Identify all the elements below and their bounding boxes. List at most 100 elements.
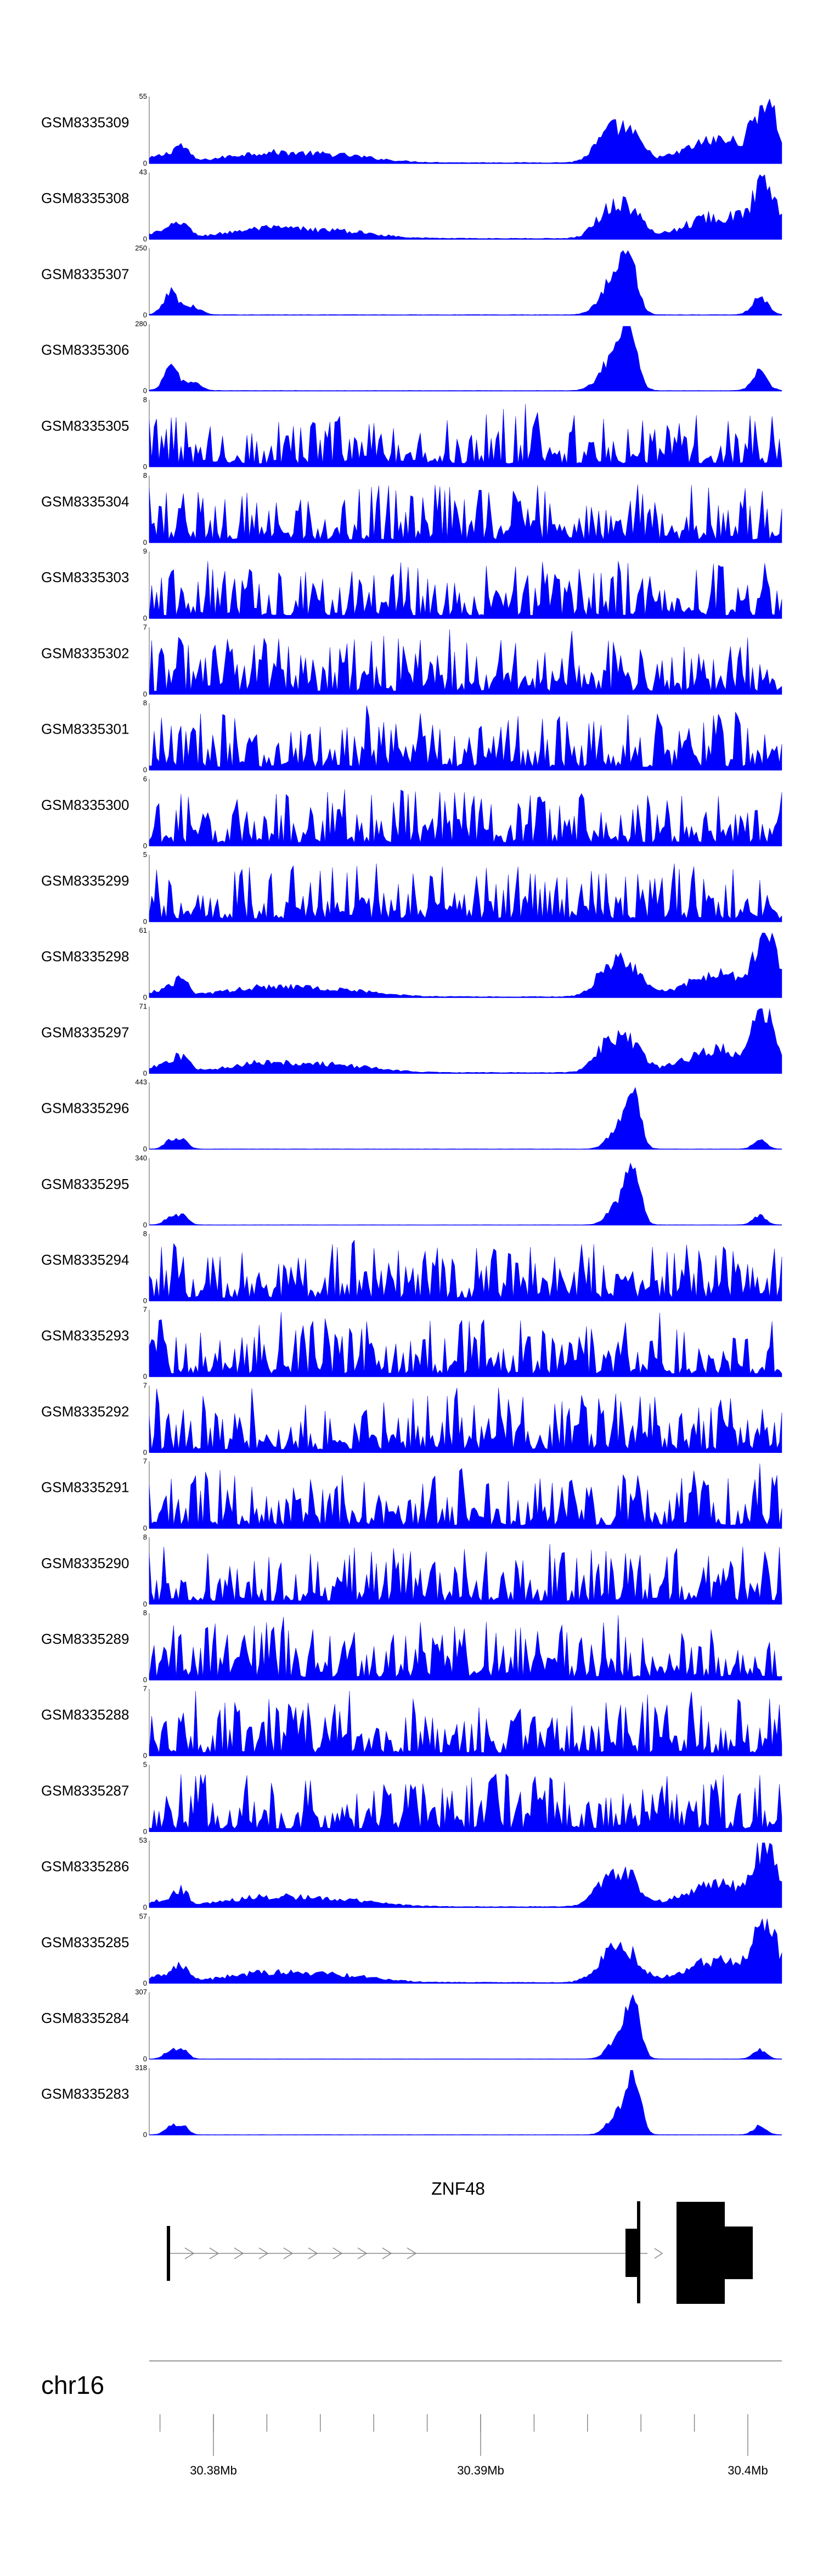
signal-track: GSM8335301 8 0 xyxy=(41,699,782,774)
track-ymax-label: 7 xyxy=(143,1305,147,1314)
track-ymax-label: 5 xyxy=(143,1760,147,1768)
coverage-area xyxy=(149,629,782,695)
gene-exon xyxy=(625,2229,638,2277)
track-ymin-label: 0 xyxy=(143,1751,147,1760)
track-ymin-label: 0 xyxy=(143,235,147,243)
coverage-area xyxy=(149,174,782,240)
track-ymin-label: 0 xyxy=(143,2055,147,2063)
gene-exon xyxy=(724,2226,753,2279)
signal-track: GSM8335303 9 0 xyxy=(41,547,782,622)
track-ymin-label: 0 xyxy=(143,387,147,395)
track-ymin-label: 0 xyxy=(143,1145,147,1153)
signal-track: GSM8335285 57 0 xyxy=(41,1912,782,1987)
track-ymax-label: 8 xyxy=(143,471,147,480)
signal-track: GSM8335309 55 0 xyxy=(41,92,782,167)
genomic-coordinate-axis: chr16 30.38Mb 30.39Mb 30.4Mb xyxy=(41,2360,782,2477)
track-ymin-label: 0 xyxy=(143,311,147,319)
signal-track: GSM8335292 7 0 xyxy=(41,1381,782,1456)
track-label: GSM8335283 xyxy=(41,2085,129,2102)
track-ymin-label: 0 xyxy=(143,1979,147,1987)
track-ymin-label: 0 xyxy=(143,463,147,471)
coverage-area xyxy=(149,1543,782,1605)
track-ymin-label: 0 xyxy=(143,1903,147,1912)
track-label: GSM8335297 xyxy=(41,1024,129,1040)
track-label: GSM8335299 xyxy=(41,872,129,889)
track-label: GSM8335304 xyxy=(41,493,129,510)
track-ymin-label: 0 xyxy=(143,1372,147,1380)
strand-arrow-icon xyxy=(283,2247,294,2259)
coverage-area xyxy=(149,932,782,998)
signal-track: GSM8335284 307 0 xyxy=(41,1988,782,2063)
coverage-area xyxy=(149,250,782,315)
axis-tick-label: 30.4Mb xyxy=(728,2464,768,2477)
track-ymax-label: 6 xyxy=(143,775,147,783)
gene-exon xyxy=(637,2201,640,2303)
coverage-area xyxy=(149,1312,782,1377)
strand-arrow-icon xyxy=(209,2247,219,2259)
signal-track: GSM8335305 8 0 xyxy=(41,396,782,471)
signal-track: GSM8335296 443 0 xyxy=(41,1078,782,1153)
track-ymax-label: 340 xyxy=(135,1154,147,1162)
signal-track: GSM8335299 5 0 xyxy=(41,850,782,926)
track-ymax-label: 7 xyxy=(143,1381,147,1389)
track-label: GSM8335293 xyxy=(41,1327,129,1344)
track-label: GSM8335286 xyxy=(41,1858,129,1875)
track-ymax-label: 8 xyxy=(143,396,147,404)
track-label: GSM8335291 xyxy=(41,1479,129,1496)
chromosome-label: chr16 xyxy=(41,2371,104,2399)
track-ymin-label: 0 xyxy=(143,1448,147,1456)
track-ymax-label: 61 xyxy=(139,926,147,934)
signal-track: GSM8335288 7 0 xyxy=(41,1684,782,1760)
track-ymax-label: 8 xyxy=(143,699,147,707)
gene-exon xyxy=(167,2226,170,2281)
signal-tracks: GSM8335309550GSM8335308430GSM83353072500… xyxy=(41,92,782,2139)
coverage-area xyxy=(149,1008,782,1074)
track-ymax-label: 7 xyxy=(143,623,147,631)
track-label: GSM8335292 xyxy=(41,1403,129,1419)
signal-track: GSM8335297 71 0 xyxy=(41,1002,782,1077)
track-ymin-label: 0 xyxy=(143,690,147,698)
strand-arrow-icon xyxy=(357,2247,368,2259)
track-ymin-label: 0 xyxy=(143,159,147,167)
track-ymin-label: 0 xyxy=(143,993,147,1001)
track-ymax-label: 9 xyxy=(143,547,147,555)
track-ymin-label: 0 xyxy=(143,538,147,546)
track-label: GSM8335300 xyxy=(41,797,129,813)
strand-arrow-icon xyxy=(258,2247,269,2259)
track-label: GSM8335301 xyxy=(41,721,129,737)
strand-arrow-icon xyxy=(407,2247,417,2259)
gene-name-label: ZNF48 xyxy=(431,2179,485,2199)
track-label: GSM8335296 xyxy=(41,1100,129,1117)
signal-track: GSM8335295 340 0 xyxy=(41,1154,782,1229)
signal-track: GSM8335308 43 0 xyxy=(41,168,782,243)
coverage-area xyxy=(149,561,782,619)
track-label: GSM8335287 xyxy=(41,1782,129,1799)
track-ymin-label: 0 xyxy=(143,766,147,774)
track-ymax-label: 71 xyxy=(139,1002,147,1010)
signal-track: GSM8335304 8 0 xyxy=(41,471,782,546)
signal-track: GSM8335293 7 0 xyxy=(41,1305,782,1380)
coverage-area xyxy=(149,1162,782,1226)
axis-tick-label: 30.39Mb xyxy=(457,2464,504,2477)
strand-arrow-icon xyxy=(382,2247,392,2259)
signal-track: GSM8335300 6 0 xyxy=(41,775,782,850)
signal-track: GSM8335287 5 0 xyxy=(41,1760,782,1835)
track-ymax-label: 7 xyxy=(143,1457,147,1465)
strand-arrow-icon xyxy=(234,2247,244,2259)
coverage-area xyxy=(149,1086,782,1149)
track-label: GSM8335289 xyxy=(41,1631,129,1647)
coverage-area xyxy=(149,1388,782,1453)
coverage-area xyxy=(149,863,782,922)
track-ymax-label: 5 xyxy=(143,850,147,859)
signal-track: GSM8335298 61 0 xyxy=(41,926,782,1001)
track-ymin-label: 0 xyxy=(143,1676,147,1684)
track-label: GSM8335285 xyxy=(41,1934,129,1951)
track-ymin-label: 0 xyxy=(143,1221,147,1229)
coverage-area xyxy=(149,1615,782,1681)
gene-exon xyxy=(677,2202,725,2304)
track-ymin-label: 0 xyxy=(143,1297,147,1305)
coverage-area xyxy=(149,1773,782,1832)
track-label: GSM8335288 xyxy=(41,1706,129,1723)
coverage-area xyxy=(149,404,782,467)
signal-track: GSM8335291 7 0 xyxy=(41,1457,782,1532)
